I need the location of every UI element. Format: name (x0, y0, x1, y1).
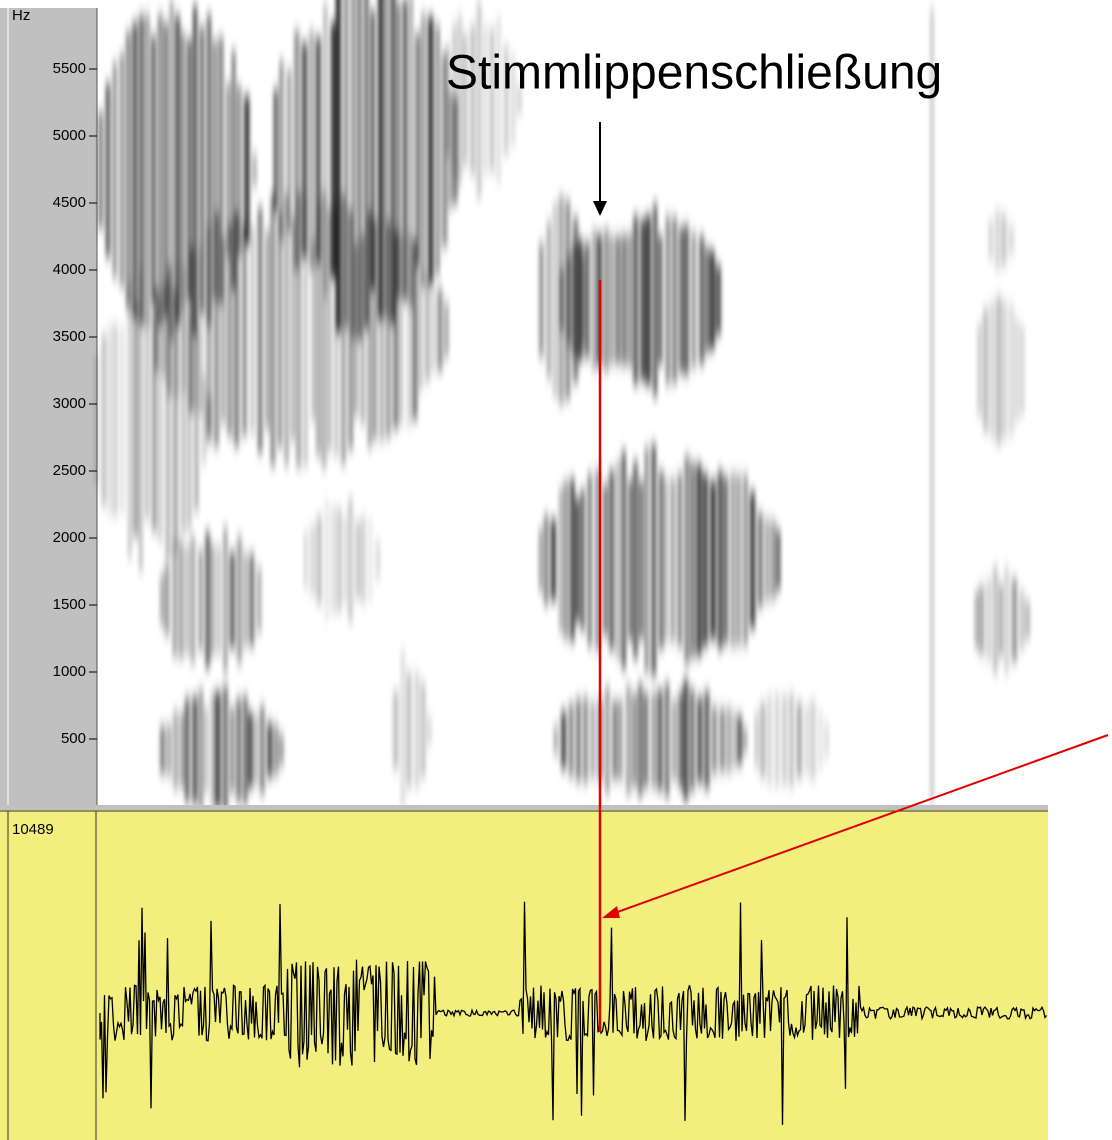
panel-separator (0, 805, 1048, 810)
y-tick-label: 3000 (53, 395, 86, 412)
y-tick-label: 5000 (53, 127, 86, 144)
axis-panel (0, 8, 97, 805)
tick-group: 5500 5000 4500 4000 3500 3000 2500 2000 1500 1000… (53, 60, 97, 747)
spectrogram-image (95, 0, 1030, 815)
y-tick-label: 5500 (53, 60, 86, 77)
waveform-max-label: 10489 (12, 821, 54, 838)
y-tick-label: 2500 (53, 462, 86, 479)
annotation-arrow-head (593, 201, 607, 216)
y-tick-label: 2000 (53, 529, 86, 546)
y-tick-label: 4000 (53, 261, 86, 278)
spectrogram-panel (97, 8, 1048, 805)
y-tick-label: 4500 (53, 194, 86, 211)
y-tick-label: 1500 (53, 596, 86, 613)
pointer-arrow-head (602, 906, 620, 918)
pointer-arrow (611, 734, 1109, 915)
waveform (99, 901, 1048, 1125)
y-tick-label: 500 (61, 730, 86, 747)
annotation-text: Stimmlippenschließung (446, 47, 942, 100)
y-tick-label: 1000 (53, 663, 86, 680)
y-tick-label: 3500 (53, 328, 86, 345)
axis-unit: Hz (12, 7, 30, 24)
